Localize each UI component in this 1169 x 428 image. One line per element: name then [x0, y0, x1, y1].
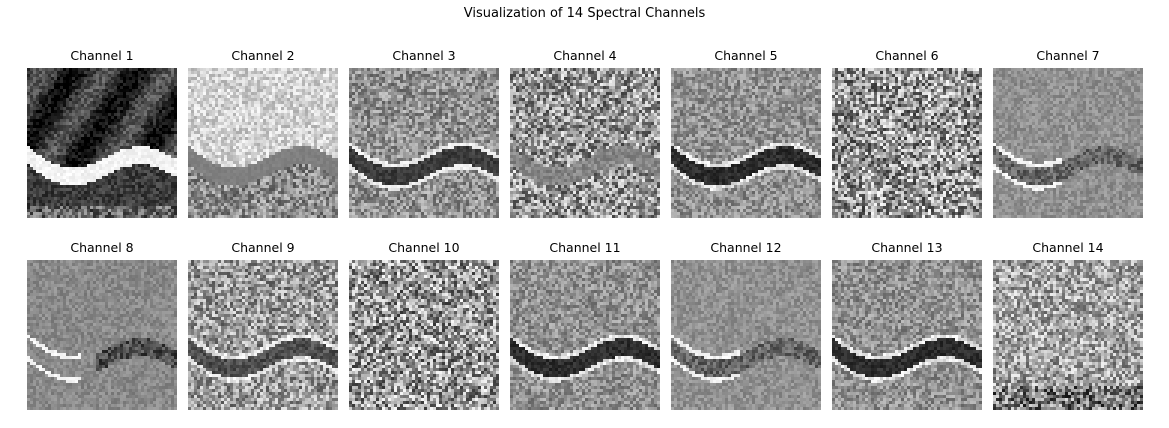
channel-image [993, 260, 1143, 410]
channel-title: Channel 7 [1036, 48, 1100, 63]
channel-image [188, 260, 338, 410]
channel-title: Channel 14 [1032, 240, 1104, 255]
channel-title: Channel 13 [871, 240, 943, 255]
channel-image [349, 260, 499, 410]
channel-image [671, 68, 821, 218]
channel-title: Channel 8 [70, 240, 134, 255]
channel-title: Channel 1 [70, 48, 134, 63]
channel-image [671, 260, 821, 410]
channel-title: Channel 11 [549, 240, 621, 255]
channel-title: Channel 5 [714, 48, 778, 63]
channel-image [993, 68, 1143, 218]
channel-title: Channel 4 [553, 48, 617, 63]
channel-title: Channel 2 [231, 48, 295, 63]
channel-image [188, 68, 338, 218]
channel-title: Channel 6 [875, 48, 939, 63]
channel-image [349, 68, 499, 218]
channel-image [510, 68, 660, 218]
channel-image [27, 68, 177, 218]
channel-image [832, 260, 982, 410]
channel-title: Channel 3 [392, 48, 456, 63]
figure-title: Visualization of 14 Spectral Channels [463, 6, 706, 21]
channel-title: Channel 10 [388, 240, 460, 255]
channel-image [510, 260, 660, 410]
channel-image [27, 260, 177, 410]
channel-image [832, 68, 982, 218]
channel-title: Channel 9 [231, 240, 295, 255]
channel-title: Channel 12 [710, 240, 782, 255]
